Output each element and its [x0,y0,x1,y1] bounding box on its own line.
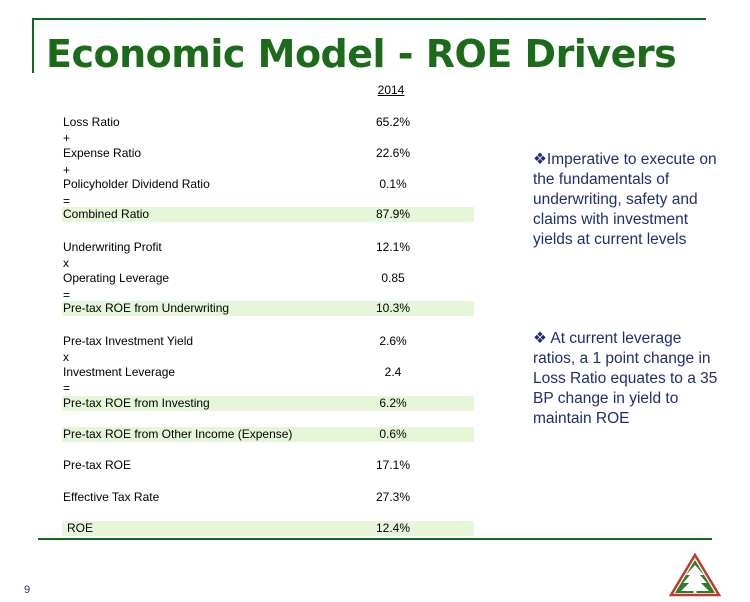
row-value: 12.4% [375,521,411,535]
bottom-rule [38,538,712,540]
row-label: Pre-tax ROE [63,458,132,472]
row-value: 65.2% [375,115,411,129]
row-value: 0.6% [379,427,407,441]
table-row: Effective Tax Rate 27.3% [62,490,474,505]
table-row: Pre-tax ROE 17.1% [62,458,474,473]
row-label: Investment Leverage [63,365,176,379]
table-row: Loss Ratio 65.2% [62,115,474,130]
row-label: Effective Tax Rate [63,490,160,504]
row-value: 12.1% [375,240,411,254]
row-value: 22.6% [375,146,411,160]
table-row-highlighted: Combined Ratio 87.9% [62,207,474,222]
row-label: Pre-tax ROE from Investing [63,396,210,410]
diamond-bullet-icon: ❖ [533,151,547,168]
bullet-text: At current leverage ratios, a 1 point ch… [533,330,718,427]
table-row-highlighted: Pre-tax ROE from Investing 6.2% [62,396,474,411]
bullet-point: ❖ At current leverage ratios, a 1 point … [533,329,718,429]
table-row: Expense Ratio 22.6% [62,146,474,161]
row-label: Operating Leverage [63,271,170,285]
row-label: Pre-tax ROE from Other Income (Expense) [63,427,293,441]
operator: x [63,256,69,270]
table-row: Pre-tax Investment Yield 2.6% [62,334,474,349]
title-accent-bar [32,18,34,73]
row-value: 87.9% [375,207,411,221]
table-row: Policyholder Dividend Ratio 0.1% [62,177,474,192]
row-label: Pre-tax ROE from Underwriting [63,301,230,315]
row-value: 10.3% [375,301,411,315]
row-value: 27.3% [375,490,411,504]
row-value: 6.2% [379,396,407,410]
table-row: Investment Leverage 2.4 [62,365,474,380]
table-row-highlighted: ROE 12.4% [62,521,474,536]
operator: x [63,350,69,364]
tree-triangle-logo [668,552,722,602]
top-rule [32,18,706,20]
row-label: Pre-tax Investment Yield [63,334,194,348]
row-label: Loss Ratio [63,115,120,129]
bullet-point: ❖Imperative to execute on the fundamenta… [533,150,718,250]
row-label: Underwriting Profit [63,240,162,254]
row-label: ROE [67,521,94,535]
operator: = [63,381,71,395]
table-row: Underwriting Profit 12.1% [62,240,474,255]
diamond-bullet-icon: ❖ [533,330,547,347]
row-label: Expense Ratio [63,146,142,160]
row-value: 2.6% [379,334,407,348]
row-label: Policyholder Dividend Ratio [63,177,210,191]
row-label: Combined Ratio [63,207,150,221]
operator: = [63,194,71,208]
bullet-text: Imperative to execute on the fundamental… [533,151,717,248]
operator: + [63,163,71,177]
operator: = [63,288,71,302]
page-number: 9 [24,584,31,596]
row-value: 2.4 [384,365,402,379]
table-row-highlighted: Pre-tax ROE from Other Income (Expense) … [62,427,474,442]
page-title: Economic Model - ROE Drivers [46,32,677,76]
row-value: 0.85 [381,271,405,285]
operator: + [63,131,71,145]
row-value: 17.1% [375,458,411,472]
year-header: 2014 [377,83,405,97]
row-value: 0.1% [379,177,407,191]
table-row-highlighted: Pre-tax ROE from Underwriting 10.3% [62,301,474,316]
table-row: Operating Leverage 0.85 [62,271,474,286]
